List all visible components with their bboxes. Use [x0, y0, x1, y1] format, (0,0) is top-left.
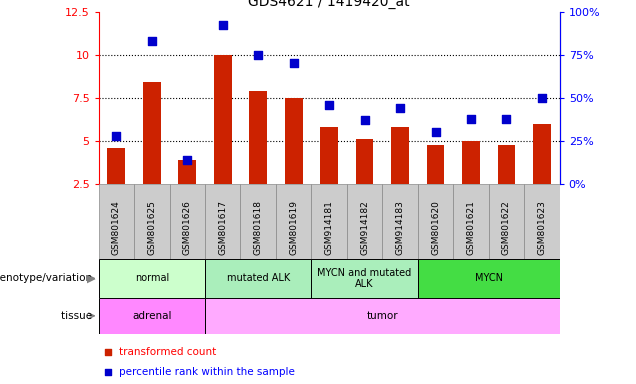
Bar — [107, 148, 125, 184]
Text: GSM801618: GSM801618 — [254, 200, 263, 255]
Bar — [427, 146, 445, 184]
Text: tumor: tumor — [366, 311, 398, 321]
Text: ▶: ▶ — [87, 273, 95, 283]
Bar — [462, 141, 480, 184]
Point — [501, 116, 511, 122]
Point — [431, 129, 441, 136]
Bar — [285, 98, 303, 184]
Bar — [321, 127, 338, 184]
Text: percentile rank within the sample: percentile rank within the sample — [120, 366, 295, 377]
Bar — [249, 91, 267, 184]
Bar — [453, 184, 488, 259]
Text: GSM801622: GSM801622 — [502, 201, 511, 255]
Bar — [205, 259, 312, 298]
Point — [289, 60, 299, 66]
Text: GSM801620: GSM801620 — [431, 200, 440, 255]
Bar — [418, 259, 560, 298]
Bar — [524, 184, 560, 259]
Point — [111, 133, 121, 139]
Bar — [214, 55, 232, 184]
Point — [395, 105, 405, 111]
Text: GSM801624: GSM801624 — [112, 201, 121, 255]
Point — [537, 95, 547, 101]
Bar — [205, 184, 240, 259]
Bar — [391, 127, 409, 184]
Point — [147, 38, 157, 44]
Bar — [276, 184, 312, 259]
Text: GSM801626: GSM801626 — [183, 200, 191, 255]
Point — [359, 118, 370, 124]
Bar — [143, 83, 161, 184]
Bar — [99, 298, 205, 334]
Text: normal: normal — [135, 273, 169, 283]
Bar — [488, 184, 524, 259]
Text: tissue: tissue — [61, 311, 95, 321]
Title: GDS4621 / 1419420_at: GDS4621 / 1419420_at — [248, 0, 410, 9]
Bar — [312, 184, 347, 259]
Bar — [170, 184, 205, 259]
Bar — [356, 139, 373, 184]
Point — [102, 369, 113, 375]
Text: GSM801617: GSM801617 — [218, 200, 227, 255]
Bar — [99, 259, 205, 298]
Text: GSM801623: GSM801623 — [537, 200, 546, 255]
Text: MYCN: MYCN — [474, 273, 502, 283]
Point — [102, 349, 113, 355]
Bar — [99, 184, 134, 259]
Text: mutated ALK: mutated ALK — [226, 273, 290, 283]
Bar — [533, 124, 551, 184]
Text: GSM801619: GSM801619 — [289, 200, 298, 255]
Text: transformed count: transformed count — [120, 346, 217, 357]
Point — [466, 116, 476, 122]
Point — [324, 102, 335, 108]
Point — [182, 157, 192, 163]
Text: adrenal: adrenal — [132, 311, 172, 321]
Bar — [205, 298, 560, 334]
Text: MYCN and mutated
ALK: MYCN and mutated ALK — [317, 268, 411, 289]
Text: genotype/variation: genotype/variation — [0, 273, 95, 283]
Text: GSM914182: GSM914182 — [360, 201, 369, 255]
Text: GSM801621: GSM801621 — [467, 200, 476, 255]
Bar — [240, 184, 276, 259]
Bar — [418, 184, 453, 259]
Bar — [382, 184, 418, 259]
Bar — [497, 146, 515, 184]
Text: GSM914183: GSM914183 — [396, 200, 404, 255]
Text: GSM801625: GSM801625 — [148, 200, 156, 255]
Point — [253, 51, 263, 58]
Bar — [134, 184, 170, 259]
Point — [218, 22, 228, 28]
Bar — [312, 259, 418, 298]
Bar — [347, 184, 382, 259]
Text: GSM914181: GSM914181 — [324, 200, 334, 255]
Bar — [178, 160, 196, 184]
